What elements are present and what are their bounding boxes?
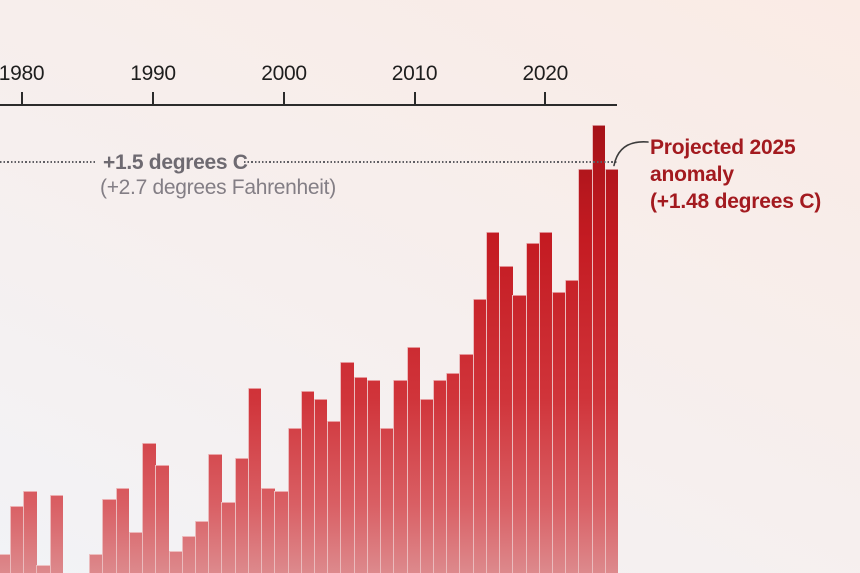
temperature-bar-2000 (274, 491, 288, 573)
temperature-bar-2013 (446, 372, 460, 573)
x-tick-label-2020: 2020 (522, 62, 569, 85)
temperature-bar-1997 (234, 458, 249, 573)
temperature-bar-2003 (313, 398, 328, 573)
x-tick-label-1980: 1980 (0, 62, 45, 85)
x-tick-1980 (20, 92, 23, 105)
annotation-line-2: anomaly (650, 163, 734, 186)
temperature-bar-1988 (115, 487, 130, 573)
temperature-bar-2004 (327, 421, 341, 573)
temperature-bar-1993 (181, 535, 196, 573)
temperature-bar-1982 (36, 565, 50, 573)
annotation-line-3: (+1.48 degrees C) (650, 190, 822, 213)
temperature-bar-2018 (512, 295, 526, 573)
annotation-line-1: Projected 2025 (650, 136, 796, 159)
temperature-bar-2024 (591, 125, 606, 573)
temperature-bar-2009 (393, 380, 407, 573)
temperature-bar-1986 (89, 554, 103, 573)
temperature-bar-2011 (419, 398, 434, 573)
temperature-bar-1991 (155, 465, 169, 573)
temperature-bar-1996 (221, 502, 235, 573)
temperature-bar-2019 (525, 243, 540, 573)
temperature-bar-1983 (49, 495, 64, 573)
threshold-label: +1.5 degrees C (103, 151, 248, 174)
temperature-bar-1990 (142, 443, 156, 573)
temperature-bar-2006 (353, 376, 368, 573)
temperature-bar-1999 (261, 487, 275, 573)
temperature-bar-1998 (247, 387, 262, 573)
x-tick-2020 (544, 92, 547, 105)
temperature-bar-2012 (432, 380, 447, 573)
x-tick-1990 (152, 92, 154, 105)
temperature-bar-1994 (195, 520, 209, 573)
x-axis-line (0, 104, 617, 106)
temperature-bar-2021 (551, 291, 566, 573)
temperature-bar-1979 (0, 554, 11, 573)
annotation-callout: Projected 2025 anomaly (+1.48 degrees C) (650, 134, 821, 215)
x-tick-2010 (413, 92, 416, 105)
temperature-bar-1995 (208, 454, 222, 573)
temperature-bar-2001 (287, 428, 302, 573)
temperature-bar-2010 (406, 347, 421, 573)
temperature-bar-2020 (538, 232, 553, 573)
temperature-bar-2015 (472, 298, 487, 573)
threshold-dotted-line-right (244, 161, 617, 163)
temperature-bar-2007 (366, 380, 381, 573)
x-tick-label-2010: 2010 (391, 62, 438, 85)
x-tick-label-1990: 1990 (130, 62, 176, 85)
temperature-bar-2002 (300, 391, 315, 573)
temperature-bar-1981 (23, 491, 37, 573)
temperature-bar-1980 (9, 506, 24, 573)
x-tick-label-2000: 2000 (261, 62, 307, 85)
temperature-bar-2023 (578, 169, 592, 573)
x-tick-2000 (283, 92, 285, 105)
temperature-bar-2017 (499, 265, 513, 573)
temperature-bar-2005 (340, 361, 354, 573)
threshold-sublabel: (+2.7 degrees Fahrenheit) (100, 176, 336, 199)
temperature-bar-2022 (565, 280, 579, 573)
temperature-bar-2016 (485, 232, 500, 573)
temperature-bar-1989 (128, 532, 143, 573)
threshold-dotted-line-left (0, 161, 96, 163)
temperature-bar-1992 (168, 550, 183, 573)
temperature-bar-2025 (604, 169, 619, 573)
temperature-bar-2014 (459, 354, 473, 573)
temperature-bar-1987 (102, 498, 116, 573)
temperature-bar-2008 (380, 428, 394, 573)
